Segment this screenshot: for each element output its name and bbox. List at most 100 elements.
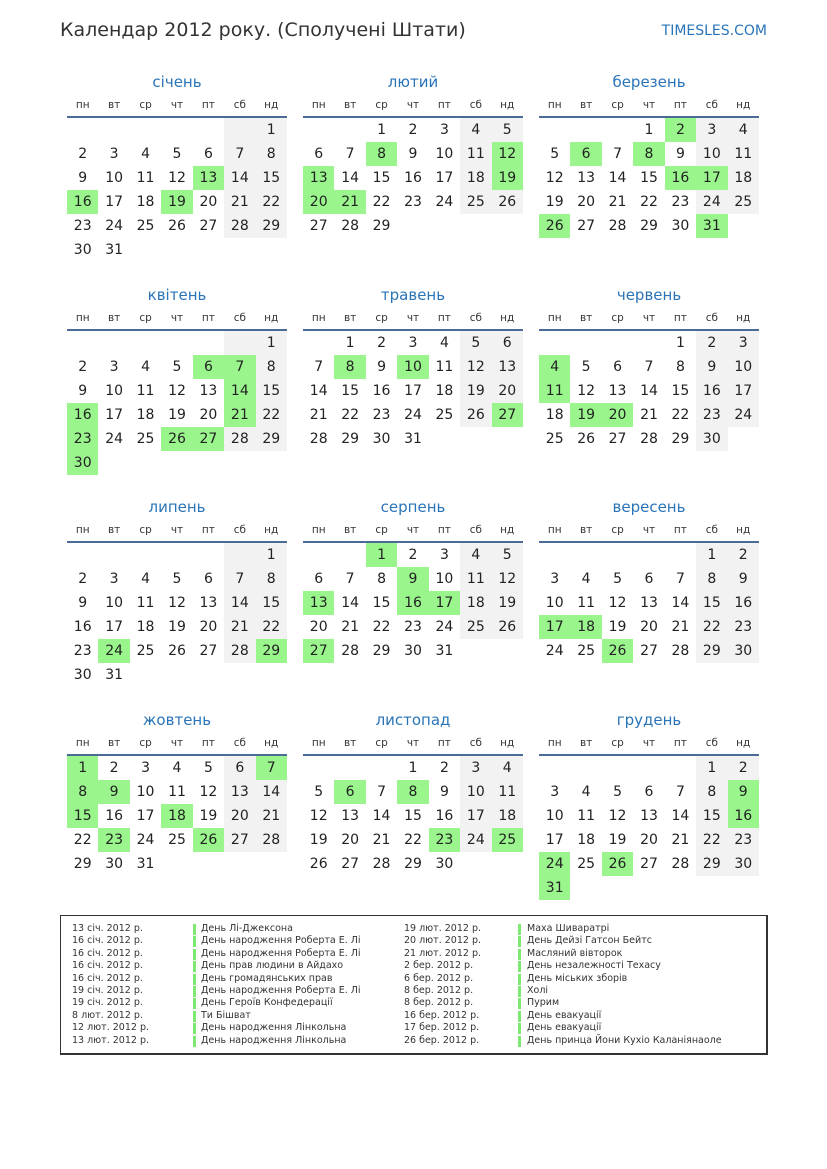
- day-cell[interactable]: 23: [98, 828, 130, 852]
- day-cell[interactable]: 7: [675, 784, 685, 800]
- day-cell[interactable]: 25: [136, 431, 155, 447]
- day-cell[interactable]: 22: [696, 828, 728, 852]
- day-cell[interactable]: 8: [255, 355, 287, 379]
- day-cell[interactable]: 11: [491, 780, 523, 804]
- day-cell[interactable]: 31: [136, 856, 155, 872]
- day-cell[interactable]: 1: [408, 760, 418, 776]
- day-cell[interactable]: 12: [545, 170, 564, 186]
- day-cell[interactable]: 14: [255, 780, 287, 804]
- day-cell[interactable]: 19: [161, 190, 193, 214]
- day-cell[interactable]: 19: [199, 808, 218, 824]
- day-cell[interactable]: 14: [640, 383, 658, 399]
- day-cell[interactable]: 17: [105, 407, 124, 423]
- day-cell[interactable]: 23: [67, 427, 99, 451]
- day-cell[interactable]: 16: [372, 383, 391, 399]
- day-cell[interactable]: 5: [172, 359, 182, 375]
- day-cell[interactable]: 1: [644, 122, 654, 138]
- day-cell[interactable]: 29: [372, 643, 391, 659]
- day-cell[interactable]: 17: [404, 383, 422, 399]
- day-cell[interactable]: 7: [224, 355, 256, 379]
- day-cell[interactable]: 1: [345, 335, 355, 351]
- day-cell[interactable]: 14: [671, 808, 690, 824]
- day-cell[interactable]: 30: [727, 852, 759, 876]
- day-cell[interactable]: 5: [550, 146, 560, 162]
- day-cell[interactable]: 11: [435, 359, 454, 375]
- day-cell[interactable]: 9: [675, 146, 685, 162]
- day-cell[interactable]: 30: [105, 856, 124, 872]
- day-cell[interactable]: 24: [435, 194, 454, 210]
- day-cell[interactable]: 21: [224, 403, 256, 427]
- day-cell[interactable]: 12: [491, 142, 523, 166]
- day-cell[interactable]: 28: [224, 639, 256, 663]
- day-cell[interactable]: 21: [224, 190, 256, 214]
- day-cell[interactable]: 18: [545, 407, 564, 423]
- day-cell[interactable]: 2: [408, 547, 418, 563]
- day-cell[interactable]: 9: [78, 595, 88, 611]
- day-cell[interactable]: 21: [341, 619, 360, 635]
- day-cell[interactable]: 22: [696, 615, 728, 639]
- day-cell[interactable]: 3: [439, 122, 449, 138]
- day-cell[interactable]: 28: [640, 431, 658, 447]
- day-cell[interactable]: 22: [671, 407, 690, 423]
- day-cell[interactable]: 10: [545, 808, 564, 824]
- day-cell[interactable]: 31: [539, 876, 571, 900]
- day-cell[interactable]: 10: [105, 595, 124, 611]
- day-cell[interactable]: 19: [608, 619, 627, 635]
- day-cell[interactable]: 7: [675, 571, 685, 587]
- day-cell[interactable]: 4: [172, 760, 182, 776]
- day-cell[interactable]: 28: [224, 214, 256, 238]
- day-cell[interactable]: 28: [309, 431, 328, 447]
- day-cell[interactable]: 4: [581, 784, 591, 800]
- day-cell[interactable]: 26: [168, 218, 186, 234]
- day-cell[interactable]: 3: [439, 547, 449, 563]
- day-cell[interactable]: 20: [640, 619, 658, 635]
- day-cell[interactable]: 28: [255, 828, 287, 852]
- day-cell[interactable]: 11: [136, 170, 155, 186]
- day-cell[interactable]: 6: [644, 784, 654, 800]
- day-cell[interactable]: 11: [460, 567, 492, 591]
- site-link[interactable]: TIMESLES.COM: [661, 23, 767, 39]
- day-cell[interactable]: 7: [255, 756, 287, 780]
- day-cell[interactable]: 19: [608, 832, 627, 848]
- day-cell[interactable]: 11: [136, 595, 155, 611]
- day-cell[interactable]: 8: [377, 571, 387, 587]
- day-cell[interactable]: 20: [199, 194, 218, 210]
- day-cell[interactable]: 21: [671, 619, 690, 635]
- day-cell[interactable]: 19: [570, 403, 602, 427]
- day-cell[interactable]: 13: [640, 595, 658, 611]
- day-cell[interactable]: 1: [696, 543, 728, 567]
- day-cell[interactable]: 29: [255, 214, 287, 238]
- day-cell[interactable]: 4: [141, 146, 151, 162]
- day-cell[interactable]: 4: [539, 355, 571, 379]
- day-cell[interactable]: 12: [577, 383, 596, 399]
- day-cell[interactable]: 13: [303, 166, 335, 190]
- day-cell[interactable]: 9: [408, 146, 418, 162]
- day-cell[interactable]: 8: [255, 142, 287, 166]
- day-cell[interactable]: 7: [314, 359, 324, 375]
- day-cell[interactable]: 8: [696, 780, 728, 804]
- day-cell[interactable]: 6: [613, 359, 623, 375]
- day-cell[interactable]: 31: [435, 643, 454, 659]
- day-cell[interactable]: 1: [377, 122, 387, 138]
- day-cell[interactable]: 23: [404, 194, 422, 210]
- day-cell[interactable]: 28: [671, 643, 690, 659]
- day-cell[interactable]: 1: [255, 543, 287, 567]
- day-cell[interactable]: 20: [577, 194, 596, 210]
- day-cell[interactable]: 20: [199, 407, 218, 423]
- day-cell[interactable]: 18: [570, 615, 602, 639]
- day-cell[interactable]: 27: [224, 828, 256, 852]
- day-cell[interactable]: 13: [640, 808, 658, 824]
- day-cell[interactable]: 15: [255, 591, 287, 615]
- day-cell[interactable]: 23: [372, 407, 391, 423]
- day-cell[interactable]: 12: [608, 595, 627, 611]
- day-cell[interactable]: 21: [608, 194, 627, 210]
- day-cell[interactable]: 24: [545, 643, 564, 659]
- day-cell[interactable]: 21: [255, 804, 287, 828]
- day-cell[interactable]: 24: [460, 828, 492, 852]
- day-cell[interactable]: 2: [696, 331, 728, 355]
- day-cell[interactable]: 8: [696, 567, 728, 591]
- day-cell[interactable]: 4: [727, 118, 759, 142]
- day-cell[interactable]: 15: [671, 383, 690, 399]
- day-cell[interactable]: 17: [727, 379, 759, 403]
- day-cell[interactable]: 15: [67, 804, 99, 828]
